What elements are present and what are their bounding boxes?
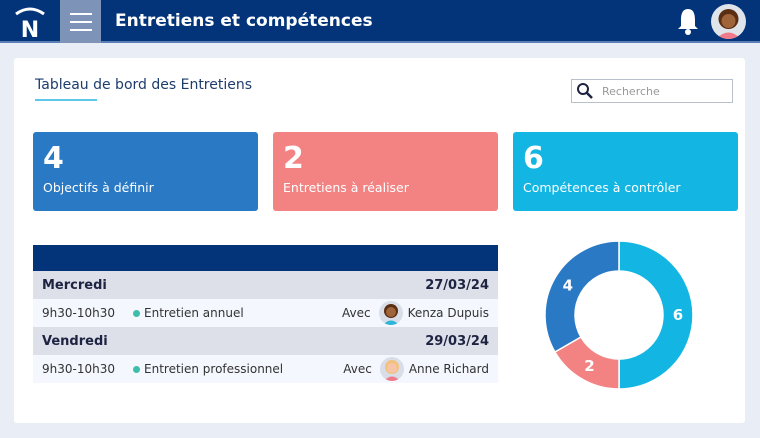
donut-chart: 6 2 4 [544, 240, 694, 390]
bell-icon[interactable] [676, 6, 700, 36]
card-value: 2 [283, 141, 304, 176]
interview-type: Entretien annuel [133, 306, 342, 320]
card-label: Objectifs à définir [43, 180, 154, 195]
day-row: Mercredi 27/03/24 [33, 271, 498, 299]
donut-label: 4 [563, 277, 573, 295]
search-icon [577, 83, 593, 99]
day-date: 29/03/24 [425, 333, 489, 349]
time: 9h30-10h30 [42, 306, 115, 320]
time: 9h30-10h30 [42, 362, 115, 376]
with-label: Avec [342, 306, 371, 320]
person-name: Kenza Dupuis [407, 306, 489, 320]
page-title: Tableau de bord des Entretiens [35, 77, 253, 93]
day-label: Vendredi [42, 333, 108, 349]
day-date: 27/03/24 [425, 277, 489, 293]
donut-label: 2 [584, 357, 594, 375]
person-avatar [378, 301, 403, 325]
donut-slice [618, 240, 694, 390]
card-objectifs[interactable]: 4 Objectifs à définir [33, 132, 258, 211]
table-header [33, 245, 498, 271]
donut-slice [544, 240, 620, 354]
table-row[interactable]: 9h30-10h30 Entretien annuel Avec Kenza D… [33, 299, 498, 327]
donut-label: 6 [673, 306, 683, 324]
status-dot [133, 310, 140, 317]
person-name: Anne Richard [408, 362, 489, 376]
day-label: Mercredi [42, 277, 107, 293]
person-avatar [379, 357, 404, 381]
table-row[interactable]: 9h30-10h30 Entretien professionnel Avec … [33, 355, 498, 383]
card-value: 4 [43, 141, 64, 176]
card-value: 6 [523, 141, 544, 176]
user-avatar[interactable] [711, 4, 746, 39]
menu-button[interactable] [60, 0, 101, 43]
app-title: Entretiens et compétences [115, 11, 373, 31]
day-row: Vendredi 29/03/24 [33, 327, 498, 355]
card-entretiens[interactable]: 2 Entretiens à réaliser [273, 132, 498, 211]
schedule-table: Mercredi 27/03/24 9h30-10h30 Entretien an… [33, 245, 498, 383]
top-bar: N Entretiens et compétences [0, 0, 760, 43]
with-label: Avec [343, 362, 372, 376]
logo-icon: N [15, 7, 45, 40]
card-label: Entretiens à réaliser [283, 180, 409, 195]
svg-text:N: N [21, 18, 39, 40]
interview-type: Entretien professionnel [133, 362, 343, 376]
dashboard-panel: Tableau de bord des Entretiens Recherche… [14, 58, 745, 423]
search-input[interactable]: Recherche [571, 79, 733, 103]
card-competences[interactable]: 6 Compétences à contrôler [513, 132, 738, 211]
card-label: Compétences à contrôler [523, 180, 681, 195]
search-placeholder: Recherche [602, 84, 660, 98]
title-underline [35, 99, 97, 101]
status-dot [133, 366, 140, 373]
